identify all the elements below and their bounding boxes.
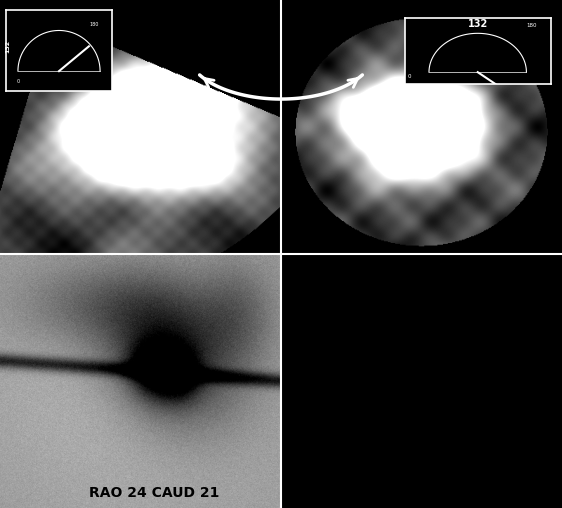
Polygon shape bbox=[295, 18, 548, 246]
Text: 180: 180 bbox=[89, 22, 98, 27]
Text: 180: 180 bbox=[526, 23, 537, 28]
Text: 0: 0 bbox=[16, 79, 20, 84]
Text: TEE Equivalent View: TEE Equivalent View bbox=[330, 321, 513, 339]
Text: Fluoroscopic: Fluoroscopic bbox=[365, 382, 478, 400]
Text: 132: 132 bbox=[468, 19, 488, 29]
Text: RAO Caudal View: RAO Caudal View bbox=[335, 415, 508, 433]
Text: 0: 0 bbox=[408, 74, 411, 79]
Text: RAO 24 CAUD 21: RAO 24 CAUD 21 bbox=[89, 486, 220, 500]
Polygon shape bbox=[0, 20, 330, 300]
Text: of: of bbox=[413, 352, 430, 370]
Text: 132: 132 bbox=[5, 40, 10, 53]
